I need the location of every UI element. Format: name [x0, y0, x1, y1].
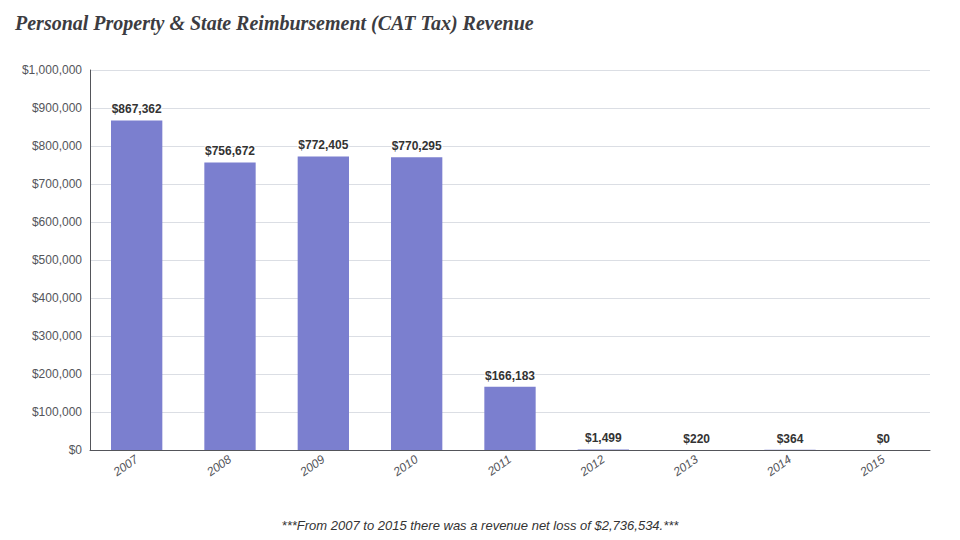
svg-text:2013: 2013: [670, 452, 701, 480]
svg-text:$600,000: $600,000: [32, 215, 82, 229]
svg-text:$0: $0: [877, 432, 891, 446]
svg-text:$364: $364: [777, 432, 804, 446]
svg-text:***From 2007 to 2015 there was: ***From 2007 to 2015 there was a revenue…: [282, 518, 680, 533]
svg-text:2011: 2011: [484, 452, 514, 479]
svg-text:$200,000: $200,000: [32, 367, 82, 381]
svg-text:$0: $0: [69, 443, 83, 457]
svg-text:$300,000: $300,000: [32, 329, 82, 343]
svg-text:$400,000: $400,000: [32, 291, 82, 305]
svg-text:2010: 2010: [390, 452, 421, 480]
svg-text:$900,000: $900,000: [32, 101, 82, 115]
svg-text:$770,295: $770,295: [392, 139, 442, 153]
svg-text:2014: 2014: [763, 452, 794, 480]
svg-text:$220: $220: [683, 432, 710, 446]
svg-text:$756,672: $756,672: [205, 144, 255, 158]
svg-text:$1,000,000: $1,000,000: [22, 63, 82, 77]
svg-text:2012: 2012: [577, 452, 608, 480]
svg-text:$100,000: $100,000: [32, 405, 82, 419]
svg-text:$166,183: $166,183: [485, 369, 535, 383]
svg-text:$800,000: $800,000: [32, 139, 82, 153]
svg-text:2009: 2009: [297, 452, 328, 480]
svg-text:Personal Property & State Reim: Personal Property & State Reimbursement …: [14, 12, 534, 35]
svg-text:$1,499: $1,499: [585, 431, 622, 445]
svg-text:2007: 2007: [110, 452, 142, 480]
svg-text:$500,000: $500,000: [32, 253, 82, 267]
svg-text:$700,000: $700,000: [32, 177, 82, 191]
svg-text:$867,362: $867,362: [112, 102, 162, 116]
svg-text:$772,405: $772,405: [298, 138, 348, 152]
svg-text:2008: 2008: [203, 452, 234, 480]
svg-text:2015: 2015: [857, 452, 888, 480]
